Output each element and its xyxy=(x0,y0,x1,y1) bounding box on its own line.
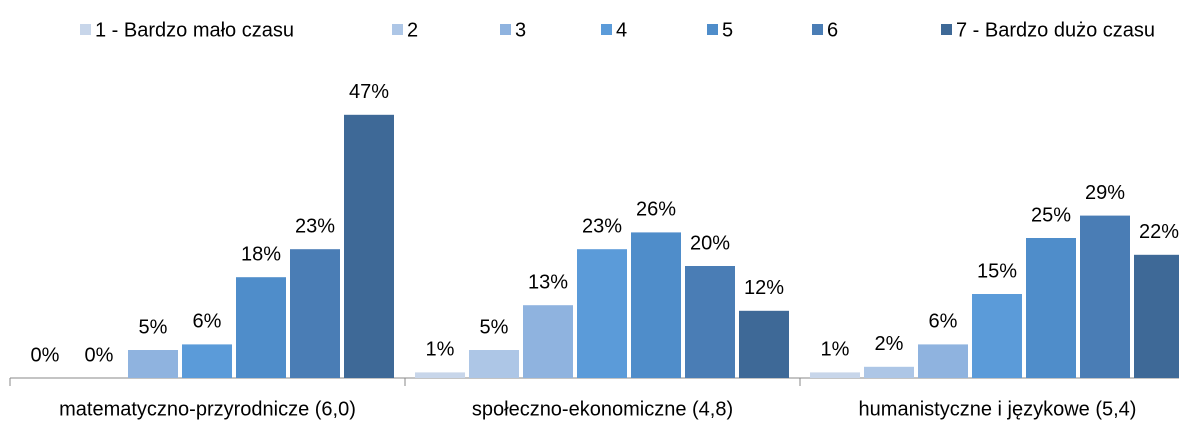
bar xyxy=(1080,215,1130,378)
legend-label: 6 xyxy=(827,19,838,41)
legend-label: 1 - Bardzo mało czasu xyxy=(95,19,294,41)
bar xyxy=(577,249,627,378)
data-label: 18% xyxy=(241,243,281,265)
data-label: 5% xyxy=(480,316,509,338)
legend-marker xyxy=(80,24,91,35)
data-label: 23% xyxy=(582,215,622,237)
legend-marker xyxy=(707,24,718,35)
bar xyxy=(864,366,914,378)
data-label: 29% xyxy=(1085,182,1125,204)
legend-label: 2 xyxy=(407,19,418,41)
bar xyxy=(810,372,860,378)
bar xyxy=(631,232,681,378)
legend-label: 4 xyxy=(616,19,627,41)
bar xyxy=(290,249,340,378)
data-label: 2% xyxy=(875,333,904,355)
bar xyxy=(236,277,286,378)
legend-marker xyxy=(941,24,952,35)
data-label: 15% xyxy=(977,260,1017,282)
data-label: 6% xyxy=(929,311,958,333)
data-label: 25% xyxy=(1031,204,1071,226)
bar xyxy=(415,372,465,378)
data-label: 20% xyxy=(690,232,730,254)
bar xyxy=(972,294,1022,378)
bar xyxy=(739,310,789,378)
data-label: 22% xyxy=(1139,221,1179,243)
bar xyxy=(918,344,968,378)
x-tick-label: społeczno-ekonomiczne (4,8) xyxy=(472,398,733,420)
data-label: 6% xyxy=(193,311,222,333)
legend-marker xyxy=(392,24,403,35)
legend-label: 3 xyxy=(515,19,526,41)
legend-label: 5 xyxy=(722,19,733,41)
data-label: 47% xyxy=(349,81,389,103)
data-label: 0% xyxy=(85,344,114,366)
bar xyxy=(523,305,573,378)
bar xyxy=(1026,238,1076,378)
data-label: 1% xyxy=(821,339,850,361)
data-label: 0% xyxy=(31,344,60,366)
data-label: 1% xyxy=(426,339,455,361)
data-label: 12% xyxy=(744,277,784,299)
legend-marker xyxy=(500,24,511,35)
data-label: 13% xyxy=(528,271,568,293)
legend-marker xyxy=(812,24,823,35)
bar xyxy=(469,350,519,378)
bar xyxy=(685,266,735,378)
data-label: 5% xyxy=(139,316,168,338)
bar xyxy=(182,344,232,378)
legend-marker xyxy=(601,24,612,35)
bar xyxy=(128,350,178,378)
x-tick-label: matematyczno-przyrodnicze (6,0) xyxy=(59,398,356,420)
data-label: 23% xyxy=(295,215,335,237)
bar xyxy=(1134,254,1179,378)
data-label: 26% xyxy=(636,199,676,221)
legend-label: 7 - Bardzo dużo czasu xyxy=(956,19,1155,41)
x-tick-label: humanistyczne i językowe (5,4) xyxy=(859,398,1137,420)
bar xyxy=(344,114,394,379)
